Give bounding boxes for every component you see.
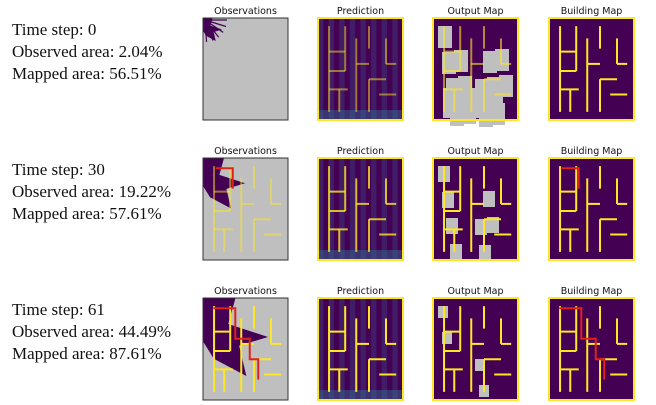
- panel-title: Prediction: [337, 286, 384, 297]
- panel-image: [318, 158, 403, 260]
- prediction-haze: [382, 18, 387, 120]
- panel-image: [203, 298, 288, 400]
- panel-title: Prediction: [337, 6, 384, 17]
- panel-title: Output Map: [447, 146, 503, 157]
- status-line: Observed area: 44.49%: [12, 322, 171, 341]
- panel-title: Observations: [214, 146, 277, 157]
- status-line: Mapped area: 56.51%: [12, 64, 162, 83]
- panel-title: Output Map: [447, 286, 503, 297]
- prediction-edge: [318, 250, 403, 260]
- prediction-haze: [382, 298, 387, 400]
- status-line: Time step: 61: [12, 300, 105, 319]
- status-line: Observed area: 2.04%: [12, 42, 163, 61]
- panel-title: Observations: [214, 286, 277, 297]
- status-line: Mapped area: 57.61%: [12, 204, 162, 223]
- panel-image: [433, 18, 518, 127]
- prediction-edge: [318, 110, 403, 120]
- panel-title: Building Map: [561, 6, 623, 17]
- prediction-haze: [350, 298, 355, 400]
- unknown-patch: [438, 306, 448, 318]
- panel-image: [549, 158, 634, 260]
- panel-image: [549, 298, 634, 400]
- prediction-haze: [392, 298, 397, 400]
- prediction-haze: [392, 18, 397, 120]
- map-bg: [549, 18, 634, 120]
- panel-title: Observations: [214, 6, 277, 17]
- prediction-edge: [318, 390, 403, 400]
- panel-image: [433, 158, 518, 261]
- figure: Time step: 0 Observed area: 2.04% Mapped a…: [0, 0, 656, 405]
- prediction-haze: [371, 18, 376, 120]
- prediction-haze: [382, 158, 387, 260]
- prediction-haze: [350, 18, 355, 120]
- unknown-patch: [483, 191, 495, 207]
- panel-image: [203, 158, 288, 260]
- panel-title: Output Map: [447, 6, 503, 17]
- prediction-haze: [361, 298, 366, 400]
- panel-image: [318, 298, 403, 400]
- unknown-patch: [483, 51, 497, 73]
- prediction-haze: [371, 158, 376, 260]
- unknown-patch: [475, 219, 487, 235]
- map-bg: [549, 158, 634, 260]
- prediction-haze: [350, 158, 355, 260]
- prediction-haze: [361, 18, 366, 120]
- panel-image: [549, 18, 634, 120]
- panel-image: [433, 298, 518, 400]
- status-line: Mapped area: 87.61%: [12, 344, 162, 363]
- status-line: Time step: 30: [12, 160, 105, 179]
- panel-title: Building Map: [561, 146, 623, 157]
- panel-image: [318, 18, 403, 120]
- status-line: Time step: 0: [12, 20, 96, 39]
- panel-image: [203, 18, 288, 120]
- panel-title: Building Map: [561, 286, 623, 297]
- unknown-patch: [450, 244, 462, 260]
- unknown-patch: [446, 218, 458, 234]
- status-line: Observed area: 19.22%: [12, 182, 171, 201]
- prediction-haze: [392, 158, 397, 260]
- prediction-haze: [361, 158, 366, 260]
- map-bg: [549, 298, 634, 400]
- unknown-patch: [443, 88, 503, 118]
- prediction-haze: [371, 298, 376, 400]
- figure-canvas: Time step: 0 Observed area: 2.04% Mapped a…: [0, 0, 656, 405]
- panel-title: Prediction: [337, 146, 384, 157]
